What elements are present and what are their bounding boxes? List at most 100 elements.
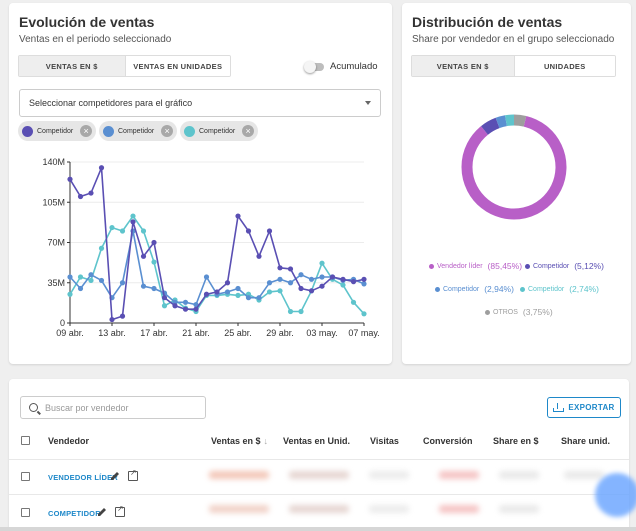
row-divider [9,459,629,460]
legend-label: Competidor [533,262,570,270]
close-icon[interactable]: × [161,125,174,137]
competitor-select[interactable]: Seleccionar competidores para el gráfico [19,89,381,117]
tab-ventas-en-pesos[interactable]: VENTAS EN $ [19,56,125,76]
distribution-subtitle: Share por vendedor en el grupo seleccion… [412,34,615,45]
sort-arrow-icon[interactable]: ↓ [263,436,269,446]
data-point [319,283,325,289]
data-point [287,266,294,272]
competitor-chip: Competidor × [180,121,259,141]
chip-color-dot [103,125,114,137]
data-point [109,224,115,231]
external-link-icon[interactable] [115,504,125,517]
blurred-cell [439,471,479,479]
legend-item[interactable]: Competidor (5,12%) [525,261,604,271]
blurred-cell [289,505,349,513]
search-icon [29,403,38,412]
x-tick-label: 25 abr. [224,328,252,338]
legend-item[interactable]: OTROS (3,75%) [485,307,553,317]
vendor-link[interactable]: VENDEDOR LÍDER [48,473,118,482]
col-header-ventas-pesos[interactable]: Ventas en $ ↓ [211,436,268,446]
col-header-ventas-pesos-label: Ventas en $ [211,436,261,446]
data-point [151,285,157,292]
data-point [298,285,304,292]
data-point [119,280,126,286]
legend-pct: (3,75%) [522,307,553,317]
data-point [140,283,147,289]
accumulated-toggle[interactable]: Acumulado [304,60,378,73]
legend-label: Competidor [443,285,480,293]
export-button[interactable]: EXPORTAR [547,397,621,418]
col-header-share-pesos[interactable]: Share en $ [493,436,539,446]
search-input[interactable]: Buscar por vendedor [20,396,206,419]
data-point [182,306,189,312]
donut-slice [513,114,527,127]
help-fab-button[interactable] [595,473,636,517]
toggle-label: Acumulado [330,61,378,72]
y-tick-label: 70M [47,238,65,248]
y-tick-label: 140M [42,157,65,167]
tab-ventas-en-unidades[interactable]: VENTAS EN UNIDADES [124,56,230,76]
legend-item[interactable]: Competidor (2,74%) [520,284,599,294]
data-point [319,274,325,280]
tab-distribution-unidades[interactable]: UNIDADES [513,56,615,76]
data-point [67,274,73,280]
vendor-link[interactable]: COMPETIDOR [48,509,101,518]
data-point [214,289,220,295]
chip-color-dot [22,125,33,137]
data-point [88,272,94,278]
col-header-conversion[interactable]: Conversión [423,436,473,446]
legend-dot [520,286,525,292]
data-point [88,190,94,196]
data-point [119,313,126,319]
close-icon[interactable]: × [80,125,93,137]
donut-slice [481,117,500,135]
legend-item[interactable]: Competidor (2,94%) [435,284,514,294]
blurred-cell [499,471,539,479]
chip-label: Competidor [37,127,74,135]
data-point [298,272,304,278]
legend-pct: (5,12%) [574,261,604,271]
data-point [287,308,294,315]
toggle-switch[interactable] [304,60,324,73]
data-point [67,176,73,182]
legend-item[interactable]: Vendedor líder (85,45%) [429,261,522,271]
donut-slice [461,115,567,220]
distribution-mode-tabs: VENTAS EN $ UNIDADES [411,55,616,77]
x-tick-label: 07 may. [348,328,379,338]
col-header-visitas[interactable]: Visitas [370,436,399,446]
blurred-cell [439,505,479,513]
blurred-cell [499,505,539,513]
data-point [172,303,178,309]
edit-icon[interactable] [97,507,107,517]
select-all-checkbox[interactable] [21,436,30,445]
data-point [98,245,105,251]
edit-icon[interactable] [110,471,120,481]
data-point [224,289,231,295]
legend-label: Vendedor líder [437,262,483,270]
row-checkbox[interactable] [21,472,30,481]
data-point [109,316,115,323]
chip-color-dot [184,125,195,137]
data-point [266,289,273,295]
col-header-vendedor[interactable]: Vendedor [48,436,90,446]
close-icon[interactable]: × [242,125,255,137]
bottom-scrollbar[interactable] [0,527,636,531]
data-point [130,219,136,225]
sales-line-chart: 0 35M 70M 105M 140M 09 abr. 13 abr. 17 abr. 21 a… [42,157,379,338]
data-point [130,213,136,219]
x-tick-label: 17 abr. [140,328,168,338]
external-link-icon[interactable] [128,468,138,481]
tab-distribution-pesos[interactable]: VENTAS EN $ [412,56,514,76]
col-header-share-unid[interactable]: Share unid. [561,436,611,446]
blurred-cell [564,471,604,479]
row-checkbox[interactable] [21,508,30,517]
data-point [77,193,84,200]
data-point [88,277,94,284]
data-point [235,213,241,219]
col-header-ventas-unid[interactable]: Ventas en Unid. [283,436,351,446]
data-point [77,285,84,292]
legend-pct: (2,94%) [484,284,514,294]
x-tick-label: 09 abr. [56,328,84,338]
x-tick-label: 29 abr. [266,328,294,338]
data-point [340,276,346,282]
